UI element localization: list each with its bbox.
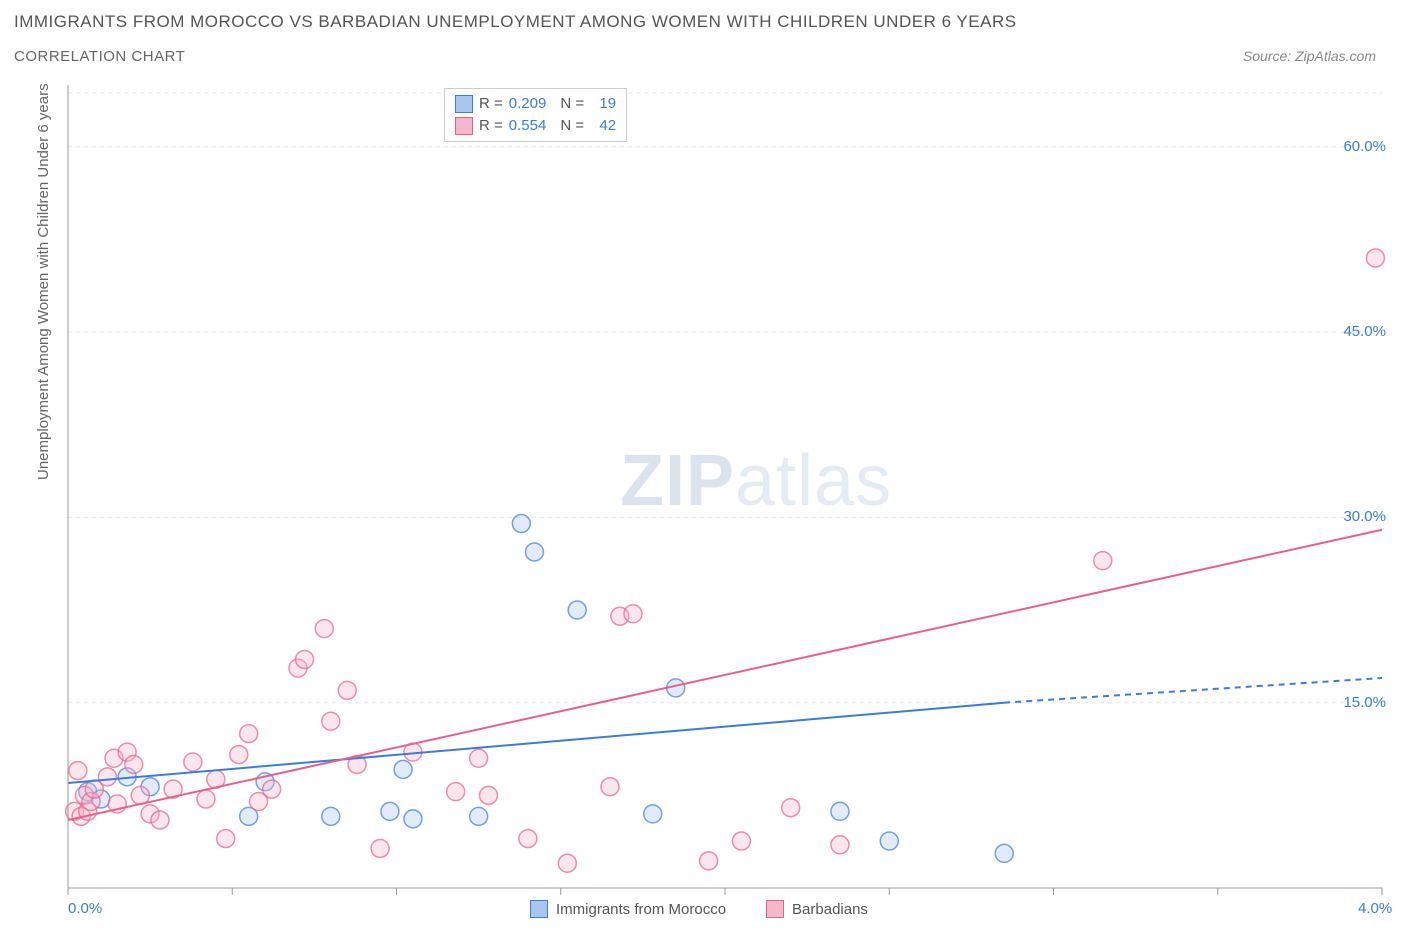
legend-r-label: R =	[479, 115, 503, 137]
legend-row-barbadians: R = 0.554 N = 42	[455, 115, 616, 137]
y-tick-label: 30.0%	[1343, 508, 1386, 525]
legend-bottom-swatch-barbadians	[766, 900, 784, 918]
x-tick-max: 4.0%	[1358, 900, 1392, 917]
legend-bottom-label-barbadians: Barbadians	[792, 901, 868, 918]
legend-bottom-swatch-morocco	[530, 900, 548, 918]
y-tick-label: 15.0%	[1343, 694, 1386, 711]
legend-swatch-barbadians	[455, 117, 473, 135]
legend-n-value-morocco: 19	[590, 93, 616, 115]
series-legend: Immigrants from Morocco Barbadians	[530, 900, 868, 918]
legend-n-label: N =	[560, 115, 584, 137]
legend-r-value-barbadians: 0.554	[509, 115, 547, 137]
y-tick-label: 45.0%	[1343, 323, 1386, 340]
legend-row-morocco: R = 0.209 N = 19	[455, 93, 616, 115]
legend-r-value-morocco: 0.209	[509, 93, 547, 115]
legend-swatch-morocco	[455, 95, 473, 113]
x-tick-min: 0.0%	[68, 900, 102, 917]
legend-bottom-label-morocco: Immigrants from Morocco	[556, 901, 726, 918]
legend-n-label: N =	[560, 93, 584, 115]
legend-r-label: R =	[479, 93, 503, 115]
correlation-legend: R = 0.209 N = 19 R = 0.554 N = 42	[444, 88, 627, 142]
y-tick-label: 60.0%	[1343, 138, 1386, 155]
legend-n-value-barbadians: 42	[590, 115, 616, 137]
scatter-chart	[0, 0, 1406, 930]
